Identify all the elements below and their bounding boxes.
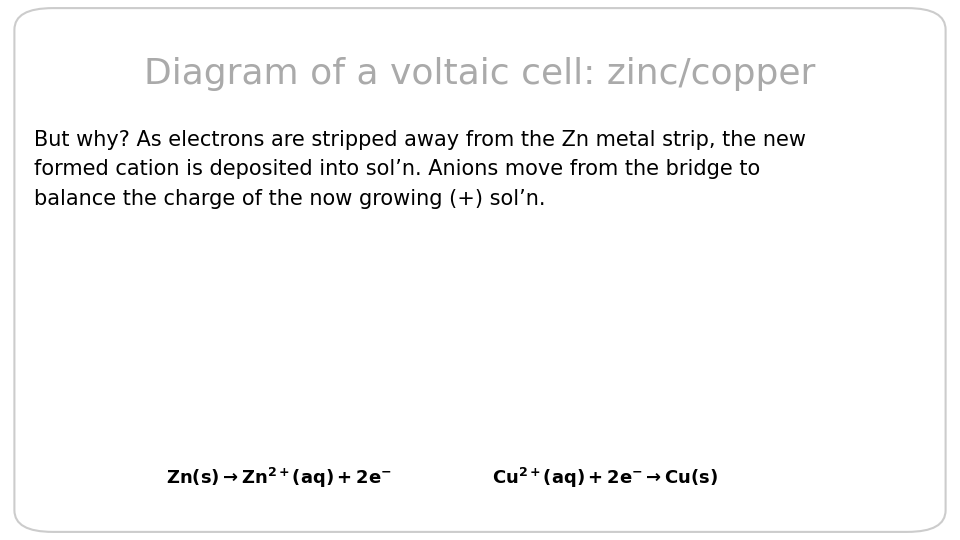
Text: $\mathbf{Zn(s) \rightarrow Zn^{2+}(aq) + 2e^{-}}$: $\mathbf{Zn(s) \rightarrow Zn^{2+}(aq) +… xyxy=(165,466,392,490)
FancyBboxPatch shape xyxy=(14,8,946,532)
Text: But why? As electrons are stripped away from the Zn metal strip, the new
formed : But why? As electrons are stripped away … xyxy=(34,130,805,209)
Text: $\mathbf{Cu^{2+}(aq) + 2e^{-} \rightarrow Cu(s)}$: $\mathbf{Cu^{2+}(aq) + 2e^{-} \rightarro… xyxy=(492,466,718,490)
Text: Diagram of a voltaic cell: zinc/copper: Diagram of a voltaic cell: zinc/copper xyxy=(144,57,816,91)
